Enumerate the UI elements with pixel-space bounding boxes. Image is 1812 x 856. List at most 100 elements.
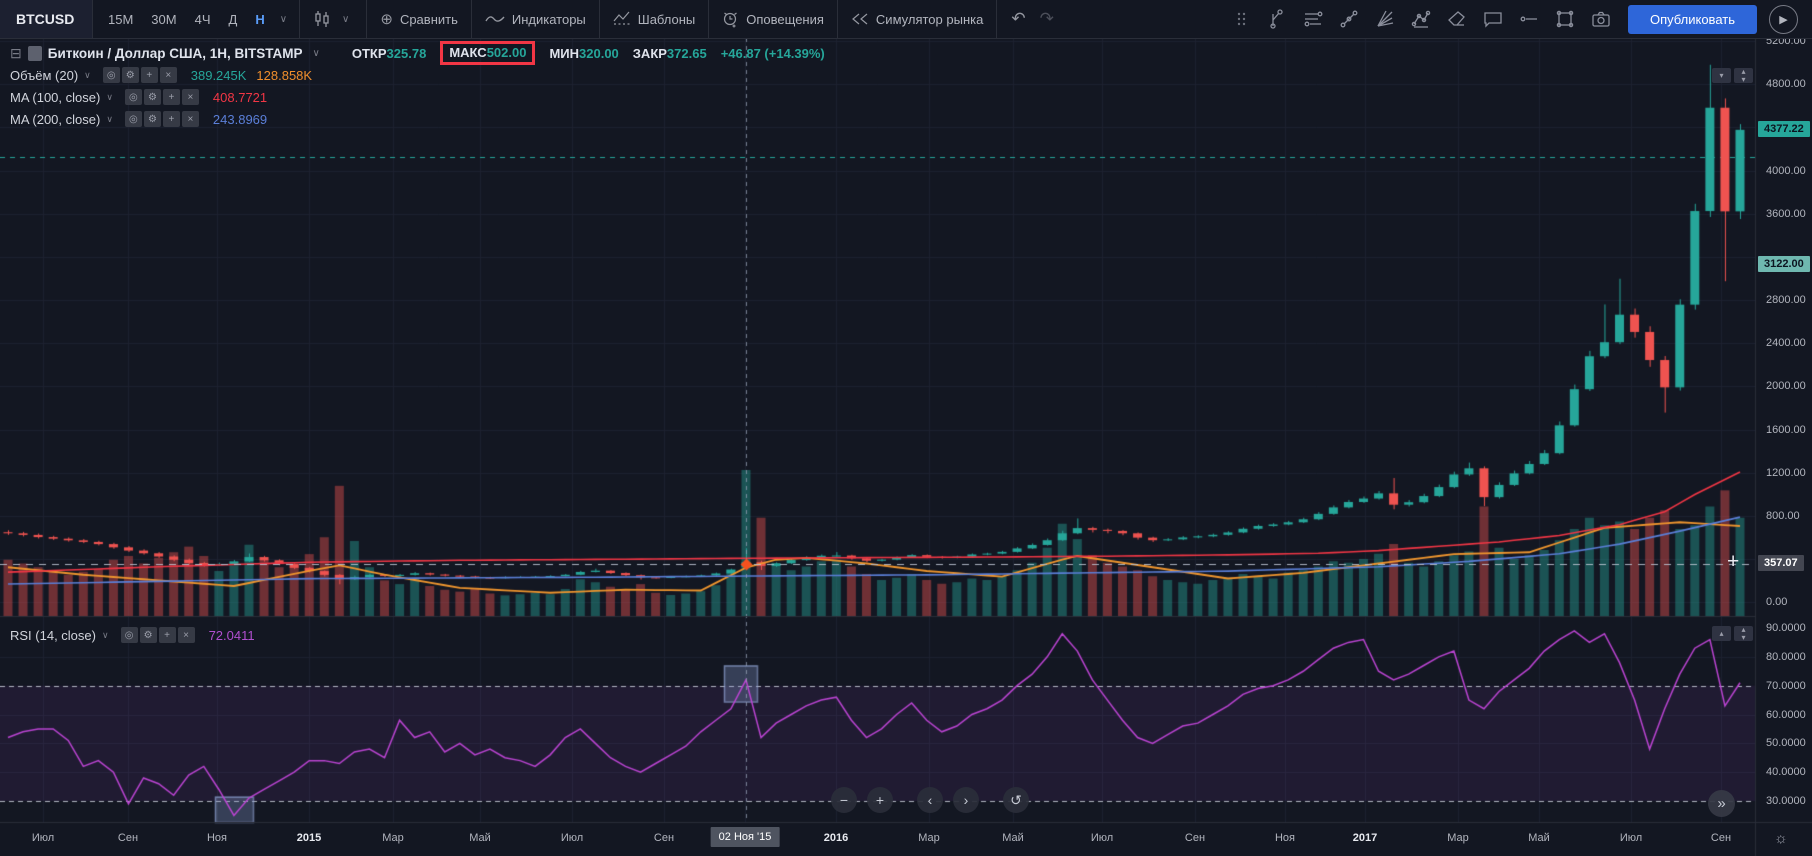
high-annotation-box: МАКС 502.00 bbox=[440, 41, 536, 65]
chevron-down-icon[interactable]: ∨ bbox=[279, 13, 288, 25]
remove-indicator-icon[interactable]: × bbox=[177, 627, 195, 643]
time-label: Июл bbox=[1619, 832, 1643, 844]
hide-indicator-icon[interactable]: ◎ bbox=[124, 111, 142, 127]
compare-button[interactable]: ⊕ Сравнить bbox=[380, 11, 458, 28]
time-label: Сен bbox=[117, 832, 139, 844]
remove-indicator-icon[interactable]: × bbox=[159, 67, 177, 83]
add-alert-icon[interactable]: + bbox=[162, 89, 180, 105]
time-label: Июл bbox=[31, 832, 55, 844]
indicator-settings-icon[interactable]: ⚙ bbox=[139, 627, 157, 643]
drawing-toolbar: Опубликовать ▶ bbox=[1224, 4, 1812, 34]
rsi-value: 72.0411 bbox=[208, 627, 255, 643]
time-label: Мар bbox=[1447, 832, 1469, 844]
indicator-name[interactable]: Объём (20) bbox=[10, 67, 79, 83]
toolbar-separator bbox=[708, 0, 710, 38]
indicator-settings-icon[interactable]: ⚙ bbox=[143, 111, 161, 127]
interval-group: 15М 30М 4Ч Д Н ∨ bbox=[93, 8, 299, 31]
time-label: Сен bbox=[1710, 832, 1732, 844]
interval-1d[interactable]: Д bbox=[228, 11, 238, 27]
pane-maximize-icon[interactable]: ▴ ▾ bbox=[1734, 67, 1753, 83]
interval-4h[interactable]: 4Ч bbox=[194, 11, 211, 27]
interval-1w[interactable]: Н bbox=[255, 11, 265, 27]
trend-line-tool-icon[interactable] bbox=[1260, 4, 1294, 34]
horizontal-line-tool-icon[interactable] bbox=[1296, 4, 1330, 34]
scroll-right-button[interactable]: › bbox=[953, 787, 979, 813]
scroll-left-button[interactable]: ‹ bbox=[917, 787, 943, 813]
interval-15m[interactable]: 15М bbox=[108, 11, 134, 27]
add-alert-icon[interactable]: + bbox=[162, 111, 180, 127]
time-label: Сен bbox=[653, 832, 675, 844]
pane-maximize-icon[interactable]: ▴ ▾ bbox=[1734, 625, 1753, 641]
add-alert-icon[interactable]: + bbox=[140, 67, 158, 83]
price-tick: 2400.00 bbox=[1766, 337, 1806, 350]
rsi-tick: 30.0000 bbox=[1766, 795, 1806, 807]
high-label: МАКС bbox=[449, 45, 487, 60]
hide-indicator-icon[interactable]: ◎ bbox=[102, 67, 120, 83]
open-value: 325.78 bbox=[386, 45, 427, 61]
undo-icon[interactable]: ↶ bbox=[1011, 9, 1026, 28]
pane-collapse-icon[interactable]: ▾ bbox=[1712, 68, 1731, 83]
rsi-tick: 90.0000 bbox=[1766, 622, 1806, 634]
pane-collapse-icon[interactable]: ▴ bbox=[1712, 626, 1731, 641]
theme-sun-icon[interactable]: ☼ bbox=[1774, 830, 1788, 847]
symbol-button[interactable]: BTCUSD bbox=[0, 0, 92, 38]
ohlc-values: ОТКР 325.78 МАКС 502.00 МИН 320.00 ЗАКР 372.… bbox=[352, 41, 825, 65]
templates-button[interactable]: Шаблоны bbox=[600, 0, 709, 38]
publish-button[interactable]: Опубликовать bbox=[1627, 4, 1757, 34]
text-note-tool-icon[interactable] bbox=[1476, 4, 1510, 34]
remove-indicator-icon[interactable]: × bbox=[181, 89, 199, 105]
goto-latest-button[interactable]: » bbox=[1708, 790, 1735, 817]
interval-30m[interactable]: 30М bbox=[151, 11, 177, 27]
candles-icon bbox=[313, 10, 331, 28]
templates-icon bbox=[613, 11, 631, 27]
price-tick: 800.00 bbox=[1766, 510, 1800, 523]
market-simulator-button[interactable]: Симулятор рынка bbox=[838, 0, 996, 38]
chevron-down-icon[interactable]: ∨ bbox=[106, 113, 113, 124]
indicator-settings-icon[interactable]: ⚙ bbox=[143, 89, 161, 105]
add-alert-plus-icon[interactable]: + bbox=[1727, 549, 1740, 573]
compare-plus-icon: ⊕ bbox=[380, 11, 393, 28]
toolbar-separator bbox=[598, 0, 600, 38]
measure-tool-icon[interactable] bbox=[1512, 4, 1546, 34]
trend-angle-tool-icon[interactable] bbox=[1332, 4, 1366, 34]
hide-indicator-icon[interactable]: ◎ bbox=[124, 89, 142, 105]
collapse-pane-icon[interactable]: ⊟ bbox=[10, 44, 22, 61]
polyline-tool-icon[interactable] bbox=[1404, 4, 1438, 34]
time-axis[interactable]: Июл Сен Ноя 2015 Мар Май Июл Сен 2016 Мар Май Июл Се… bbox=[0, 823, 1755, 856]
redo-icon[interactable]: ↷ bbox=[1039, 9, 1054, 28]
top-toolbar: BTCUSD 15М 30М 4Ч Д Н ∨ ∨ ⊕ Сравнить bbox=[0, 0, 1812, 39]
time-label-year: 2015 bbox=[296, 832, 322, 844]
chevron-down-icon[interactable]: ∨ bbox=[106, 91, 113, 102]
play-button[interactable]: ▶ bbox=[1769, 4, 1798, 34]
indicator-name[interactable]: MA (100, close) bbox=[10, 89, 101, 105]
chevron-down-icon[interactable]: ∨ bbox=[312, 47, 320, 59]
hide-indicator-icon[interactable]: ◎ bbox=[120, 627, 138, 643]
chevron-down-icon[interactable]: ∨ bbox=[101, 629, 109, 640]
toolbar-separator bbox=[366, 0, 368, 38]
add-alert-icon[interactable]: + bbox=[158, 627, 176, 643]
indicators-button[interactable]: Индикаторы bbox=[472, 0, 599, 38]
change-value: +46.87 (+14.39%) bbox=[720, 45, 825, 61]
gann-fan-tool-icon[interactable] bbox=[1368, 4, 1402, 34]
alerts-button[interactable]: Оповещения bbox=[709, 0, 837, 38]
rect-select-tool-icon[interactable] bbox=[1548, 4, 1582, 34]
toolbar-separator bbox=[470, 0, 472, 38]
series-title[interactable]: Биткоин / Доллар США, 1Н, BITSTAMP bbox=[47, 45, 303, 61]
indicator-name[interactable]: RSI (14, close) bbox=[10, 627, 96, 643]
screenshot-camera-icon[interactable] bbox=[1584, 4, 1618, 34]
zoom-in-button[interactable]: + bbox=[867, 787, 893, 813]
zoom-out-button[interactable]: − bbox=[831, 787, 857, 813]
chevron-down-icon[interactable]: ∨ bbox=[84, 69, 91, 80]
indicator-name[interactable]: MA (200, close) bbox=[10, 111, 101, 127]
grip-handle-icon[interactable] bbox=[1224, 4, 1258, 34]
low-label: МИН bbox=[549, 45, 580, 61]
rsi-tick: 70.0000 bbox=[1766, 679, 1806, 692]
indicator-settings-icon[interactable]: ⚙ bbox=[121, 67, 139, 83]
eraser-tool-icon[interactable] bbox=[1440, 4, 1474, 34]
chart-style-button[interactable]: ∨ bbox=[300, 0, 366, 38]
remove-indicator-icon[interactable]: × bbox=[181, 111, 199, 127]
reset-chart-button[interactable]: ↺ bbox=[1003, 787, 1029, 813]
indicator-row-ma100: MA (100, close) ∨ ◎ ⚙ + × 408.7721 bbox=[10, 86, 825, 108]
volume-ma-value: 128.858K bbox=[256, 67, 313, 83]
